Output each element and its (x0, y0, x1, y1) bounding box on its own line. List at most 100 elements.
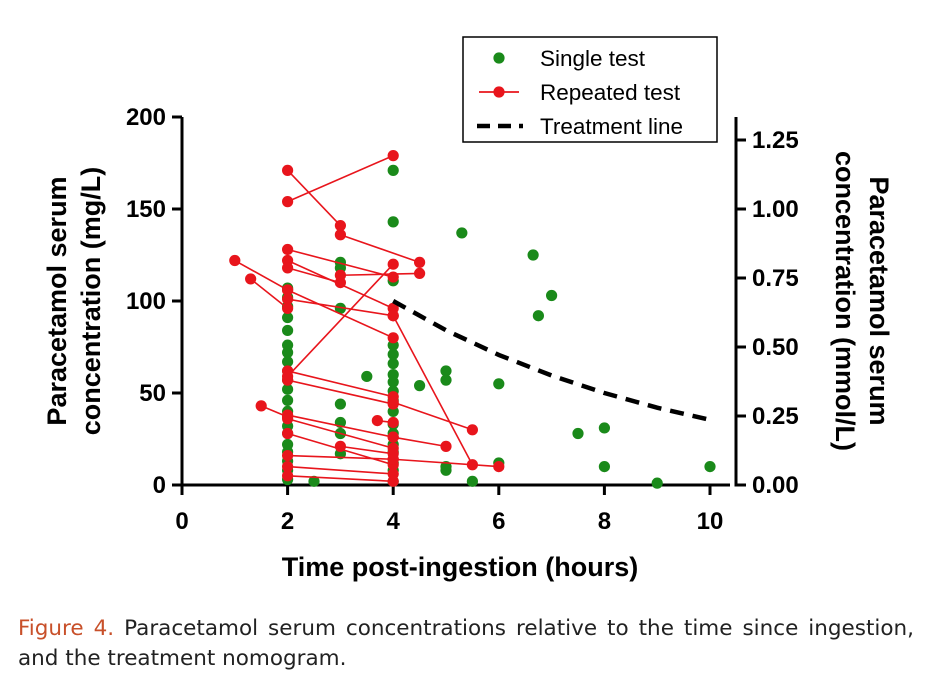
repeated-test-point (387, 475, 399, 487)
repeated-test-line (340, 272, 420, 277)
y-left-tick-label: 150 (126, 196, 166, 223)
repeated-test-point (387, 416, 399, 429)
repeated-test-point (387, 332, 399, 344)
repeated-test-point (282, 374, 294, 386)
single-test-point (282, 339, 294, 351)
repeated-test-line (287, 154, 394, 203)
repeated-test-point (466, 424, 478, 436)
x-axis-label: Time post-ingestion (hours) (282, 552, 639, 582)
single-test-point (546, 289, 558, 302)
y-axis-left-label-line: Paracetamol serum (42, 176, 72, 425)
repeated-test-line (287, 169, 341, 227)
repeated-test-line (287, 379, 394, 405)
scatter-chart: Single test Repeated test Treatment line 0… (42, 36, 894, 582)
y-right-tick-label: 0.00 (752, 472, 799, 499)
repeated-test-line (250, 278, 289, 309)
single-test-point (651, 477, 663, 489)
single-test-point (282, 383, 294, 395)
legend-entry-label: Repeated test (540, 80, 681, 105)
single-test-point (704, 461, 716, 473)
x-tick-label: 4 (387, 508, 401, 535)
single-test-point (387, 348, 399, 360)
single-test-point (308, 475, 320, 487)
repeated-test-point (282, 164, 294, 176)
repeated-test-point (387, 453, 399, 465)
repeated-test-line (392, 401, 473, 431)
repeated-test-point (334, 269, 346, 281)
repeated-test-point (414, 267, 426, 279)
repeated-test-line (287, 289, 394, 339)
repeated-test-point (282, 449, 294, 462)
repeated-test-line (287, 417, 394, 449)
repeated-test-line (287, 475, 394, 483)
single-test-point (466, 475, 478, 487)
repeated-test-line (340, 445, 394, 455)
repeated-test-point (387, 431, 399, 443)
single-test-point (598, 461, 611, 473)
single-test-point (334, 302, 346, 314)
repeated-test-line (340, 234, 420, 264)
repeated-test-point (334, 229, 346, 241)
single-test-point (387, 357, 399, 370)
repeated-test-point (334, 219, 346, 232)
repeated-test-point (282, 243, 294, 256)
repeated-test-point (282, 293, 294, 305)
single-test-point (361, 370, 373, 383)
y-axis-left-label-line: concentration (mg/L) (76, 167, 106, 436)
single-test-point (282, 311, 294, 324)
y-right-tick-label: 1.00 (752, 196, 799, 223)
single-test-point (282, 394, 294, 406)
repeated-test-point (282, 461, 294, 473)
repeated-test-point (229, 254, 241, 267)
repeated-test-line (392, 315, 474, 466)
y-left-tick-label: 200 (126, 104, 166, 131)
repeated-test-point (282, 302, 294, 314)
single-test-point (334, 256, 346, 268)
y-axis-right-label: Paracetamol serumconcentration (mmol/L) (830, 151, 894, 451)
single-test-point (572, 427, 584, 440)
single-test-point (387, 369, 399, 381)
repeated-test-point (255, 400, 267, 412)
legend-entry-label: Treatment line (540, 114, 683, 139)
single-test-point (598, 422, 611, 434)
repeated-test-line (287, 248, 394, 278)
repeated-test-line (287, 414, 394, 438)
single-test-point (282, 324, 294, 337)
repeated-test-line (234, 259, 288, 291)
y-axis-right-label-line: concentration (mmol/L) (830, 151, 860, 451)
repeated-test-point (414, 256, 426, 268)
single-test-point (282, 438, 294, 451)
repeated-test-point (282, 196, 294, 208)
y-axis-right-label-line: Paracetamol serum (864, 176, 894, 425)
repeated-test-line (393, 436, 447, 448)
single-test-point (532, 310, 545, 322)
legend: Single test Repeated test Treatment line (462, 36, 718, 143)
single-test-point (387, 216, 399, 228)
single-test-point (493, 378, 505, 390)
repeated-test-line (287, 263, 394, 377)
repeated-test-point (282, 427, 294, 440)
repeated-test-line (393, 458, 499, 468)
single-test-point (440, 365, 452, 377)
single-test-point (456, 227, 468, 239)
repeated-test-point (493, 461, 505, 473)
x-tick-label: 8 (598, 508, 611, 535)
single-test-point (387, 164, 399, 176)
repeated-test-line (287, 465, 394, 475)
repeated-test-point (387, 150, 399, 162)
x-tick-label: 10 (697, 508, 724, 535)
repeated-test-point (440, 440, 452, 452)
repeated-test-point (387, 396, 399, 408)
single-test-point (334, 398, 346, 410)
y-axis-left-label: Paracetamol serum concentration (mg/L) (42, 167, 106, 436)
repeated-test-point (282, 262, 294, 274)
repeated-test-point (387, 258, 399, 270)
repeated-test-point (371, 415, 383, 427)
x-tick-label: 2 (281, 508, 294, 535)
single-test-point (282, 356, 294, 368)
single-test-point (527, 249, 539, 261)
repeated-test-point (466, 459, 478, 471)
repeated-test-line (287, 370, 394, 398)
repeated-test-line (287, 454, 394, 461)
y-left-tick-label: 100 (126, 288, 166, 315)
